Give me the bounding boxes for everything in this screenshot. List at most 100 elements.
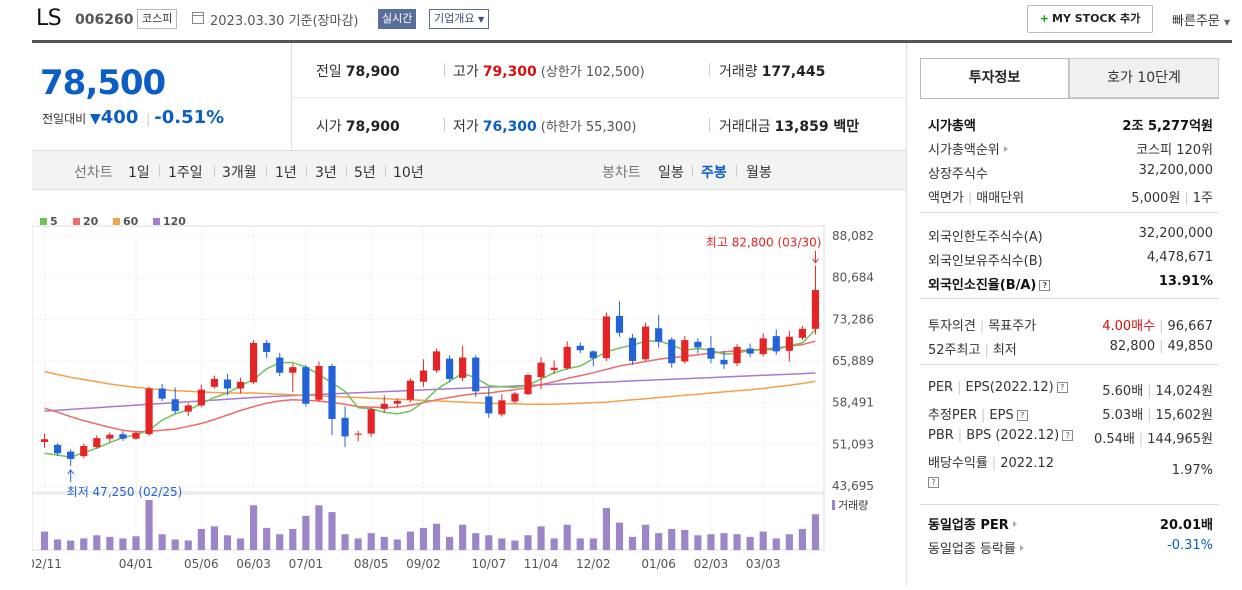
stock-chart: 88,082 80,684 73,286 65,889 58,491 51,093 43,6… xyxy=(27,190,906,586)
candle-body xyxy=(432,351,441,371)
opinion-section: 투자의견 | 목표주가 4.00매수 | 96,667 52주최고 | 최저 82,800 | 49… xyxy=(920,299,1219,365)
volume-bar xyxy=(380,536,388,550)
price-plot-frame xyxy=(31,225,825,495)
candle-body xyxy=(406,380,414,400)
volume-bar xyxy=(171,539,179,550)
candle-weekly[interactable]: 주봉 xyxy=(701,165,727,181)
candle-body xyxy=(537,362,545,378)
volume-bar xyxy=(393,539,401,550)
volume-legend-swatch xyxy=(832,500,835,510)
help-icon[interactable]: ? xyxy=(928,477,939,488)
period-5y[interactable]: 5년 xyxy=(354,165,376,181)
stock-code: 006260 xyxy=(75,12,134,28)
x-tick-label: 06/03 xyxy=(236,557,271,571)
y-tick-label: 88,082 xyxy=(832,229,874,243)
quote-summary: 전일 78,900 고가 79,300 (상한가 102,500) 거래량 177,44… xyxy=(292,43,906,150)
volume-bar xyxy=(210,526,218,550)
x-tick-label: 02/03 xyxy=(694,557,729,571)
corp-overview-dropdown[interactable]: 기업개요 ▼ xyxy=(429,9,490,29)
ma20-line xyxy=(44,340,816,433)
volume-bar xyxy=(707,534,715,550)
x-tick-label: 11/04 xyxy=(524,557,559,571)
help-icon[interactable]: ? xyxy=(1062,430,1074,441)
volume-bar xyxy=(106,536,114,550)
volume-bar xyxy=(746,536,754,550)
market-cap-rank-row[interactable]: 시가총액순위 코스피 120위 xyxy=(928,143,1213,158)
par-unit-row: 액면가 | 매매단위 5,000원 | 1주 xyxy=(928,191,1213,206)
help-icon[interactable]: ? xyxy=(1056,382,1068,393)
period-1y[interactable]: 1년 xyxy=(275,165,297,181)
market-cap-section: 시가총액 2조 5,277억원 시가총액순위 코스피 120위 상장주식수 32,20… xyxy=(920,107,1219,213)
trade-amount: 거래대금 13,859 백만 xyxy=(719,119,860,135)
tab-invest-info[interactable]: 투자정보 xyxy=(920,58,1069,98)
period-3y[interactable]: 3년 xyxy=(315,165,337,181)
y-tick-label: 80,684 xyxy=(832,271,874,285)
add-mystock-button[interactable]: + MY STOCK 추가 xyxy=(1027,5,1153,33)
legend-swatch xyxy=(73,218,80,225)
volume-bar xyxy=(642,524,650,550)
help-icon[interactable]: ? xyxy=(1039,280,1051,291)
sector-per-row[interactable]: 동일업종 PER 20.01배 xyxy=(928,518,1213,533)
candle-body xyxy=(223,379,232,389)
chart-period-bar: 선차트 1일 1주일 3개월 1년 3년 5년 10년 봉차트 일봉 주봉 월봉 xyxy=(32,150,906,190)
quick-order-dropdown[interactable]: 빠른주문 ▼ xyxy=(1172,10,1230,29)
volume-bar xyxy=(681,530,689,550)
volume-bar xyxy=(289,528,297,550)
foreign-section: 외국인한도주식수(A) 32,200,000 외국인보유주식수(B) 4,478,6… xyxy=(920,213,1219,299)
volume-bar xyxy=(119,538,127,550)
candle-body xyxy=(54,444,62,454)
volume-bar xyxy=(720,533,728,550)
change-label: 전일대비 xyxy=(42,112,87,126)
candle-body xyxy=(184,405,192,412)
period-10y[interactable]: 10년 xyxy=(393,165,424,181)
candle-body xyxy=(419,370,428,382)
period-3m[interactable]: 3개월 xyxy=(222,165,257,181)
candle-body xyxy=(589,351,597,359)
legend-label: 5 xyxy=(50,215,58,228)
volume-bar xyxy=(524,535,532,550)
candle-body xyxy=(746,348,754,354)
candle-body xyxy=(328,366,336,419)
max-price-label: 최고 82,800 (03/30) xyxy=(706,236,822,250)
sector-section: 동일업종 PER 20.01배 동일업종 등락률 -0.31% xyxy=(920,505,1219,565)
volume-bar xyxy=(40,531,49,550)
invest-info-panel: 투자정보 호가 10단계 시가총액 2조 5,277억원 시가총액순위 코스피 12… xyxy=(906,43,1232,586)
candlestick-chart[interactable]: 88,082 80,684 73,286 65,889 58,491 51,093 43,6… xyxy=(27,190,906,586)
volume-legend-label: 거래량 xyxy=(838,499,868,512)
candle-monthly[interactable]: 월봉 xyxy=(746,165,772,181)
candle-body xyxy=(655,328,663,342)
chevron-down-icon: ▼ xyxy=(477,15,485,24)
volume-bar xyxy=(54,539,62,550)
help-icon[interactable]: ? xyxy=(1016,410,1028,421)
volume-bar xyxy=(302,515,310,550)
candle-body xyxy=(720,359,728,365)
candle-chart-label: 봉차트 xyxy=(602,165,641,181)
candle-body xyxy=(67,451,75,459)
header-divider xyxy=(32,40,1232,43)
foreign-limit-row: 외국인한도주식수(A) 32,200,000 xyxy=(928,226,1213,245)
volume-bar xyxy=(563,524,571,550)
x-tick-label: 12/02 xyxy=(576,557,611,571)
quick-order-label: 빠른주문 xyxy=(1172,14,1220,29)
volume-bar xyxy=(589,538,597,550)
legend-swatch xyxy=(40,218,47,225)
volume: 거래량 177,445 xyxy=(719,64,826,80)
sector-change-row[interactable]: 동일업종 등락률 -0.31% xyxy=(928,538,1213,557)
volume-plot-frame xyxy=(31,491,825,551)
volume-bar xyxy=(197,528,205,550)
volume-bar xyxy=(328,512,336,550)
current-price: 78,500 xyxy=(40,63,166,103)
candle-body xyxy=(511,393,519,402)
candle-body xyxy=(772,336,780,352)
period-1w[interactable]: 1주일 xyxy=(168,165,203,181)
y-tick-label: 58,491 xyxy=(832,396,874,410)
period-1d[interactable]: 1일 xyxy=(128,165,150,181)
realtime-button[interactable]: 실시간 xyxy=(378,9,417,29)
volume-bar xyxy=(759,531,767,550)
info-tabs: 투자정보 호가 10단계 xyxy=(920,58,1219,98)
tab-orderbook[interactable]: 호가 10단계 xyxy=(1069,58,1219,98)
candle-daily[interactable]: 일봉 xyxy=(658,165,684,181)
volume-bar xyxy=(406,531,414,550)
legend-swatch xyxy=(153,218,160,225)
volume-bar xyxy=(276,534,284,550)
